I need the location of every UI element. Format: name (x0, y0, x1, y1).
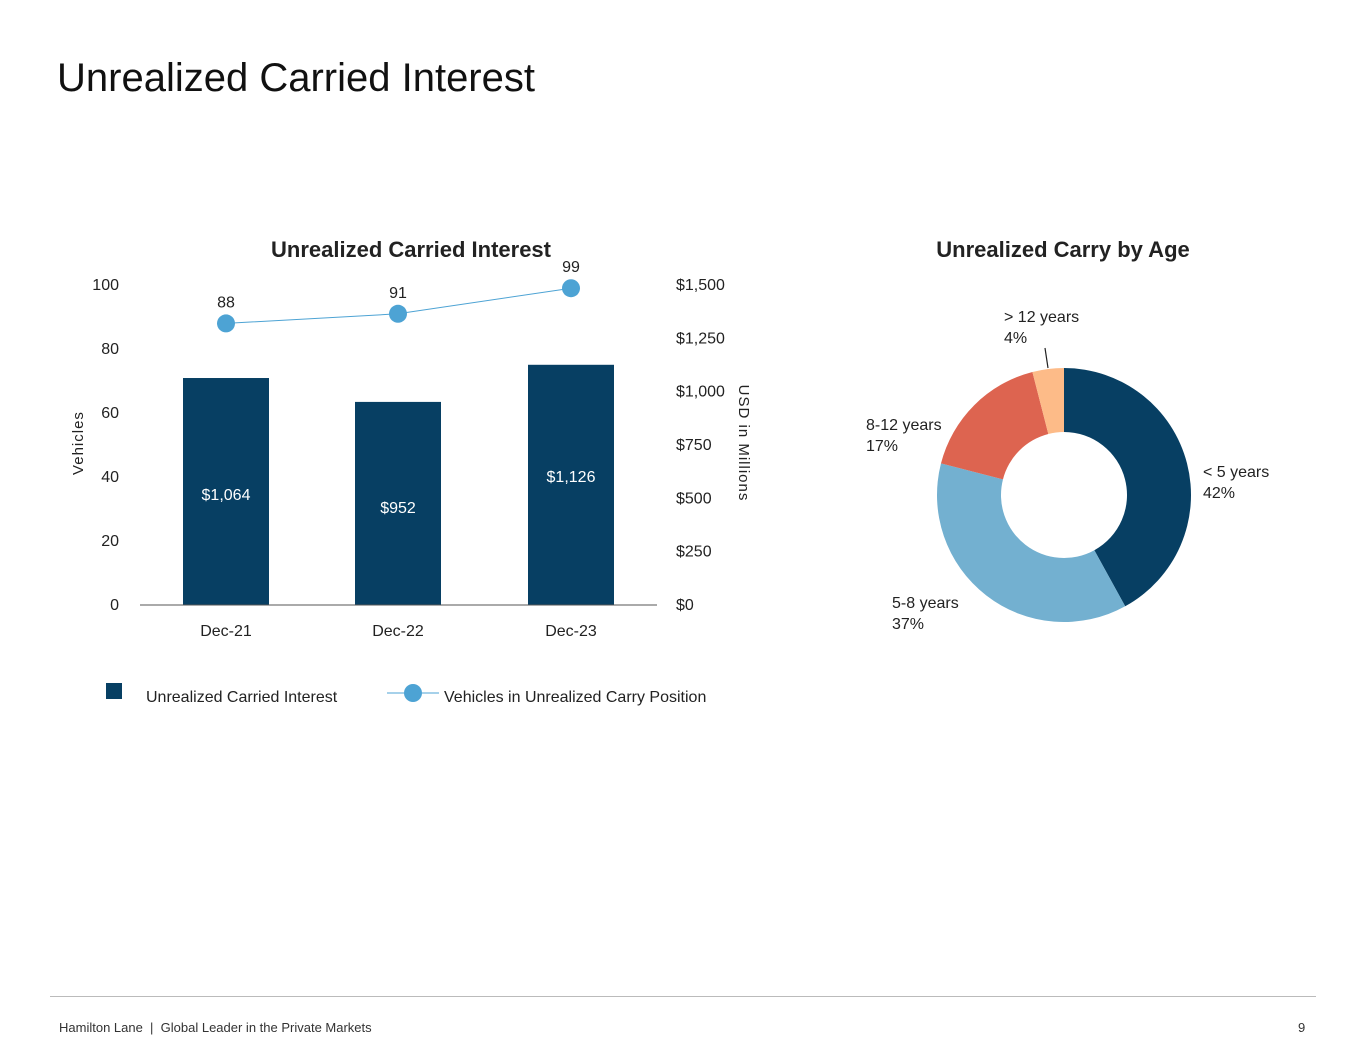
page-number: 9 (1298, 1020, 1306, 1035)
bar (355, 401, 441, 605)
legend-line-label: Vehicles in Unrealized Carry Position (444, 689, 706, 706)
y-tick-label: 0 (110, 597, 119, 614)
footer-divider (50, 996, 1316, 997)
slice-percent: 4% (1004, 330, 1027, 347)
slice-label: < 5 years (1203, 464, 1269, 481)
y-tick-label: 80 (101, 341, 119, 358)
legend-bar-swatch (106, 683, 122, 699)
y2-tick-label: $1,000 (676, 384, 725, 401)
line-data-label: 99 (562, 259, 580, 276)
slice-percent: 42% (1203, 485, 1235, 502)
y-tick-label: 100 (92, 277, 119, 294)
slice-label: 8-12 years (866, 417, 942, 434)
x-tick-label: Dec-22 (372, 623, 424, 640)
y2-axis-label: USD in Millions (735, 385, 752, 502)
y-tick-label: 20 (101, 533, 119, 550)
donut-slice (1064, 368, 1191, 607)
slice-label: 5-8 years (892, 595, 959, 612)
slice-percent: 17% (866, 438, 898, 455)
y2-tick-label: $750 (676, 437, 712, 454)
x-tick-label: Dec-23 (545, 623, 597, 640)
y2-tick-label: $250 (676, 544, 712, 561)
y2-tick-label: $1,250 (676, 330, 725, 347)
slice-label: > 12 years (1004, 309, 1079, 326)
bar-chart-title: Unrealized Carried Interest (271, 237, 552, 262)
line-data-label: 91 (389, 285, 407, 302)
donut-slice (936, 463, 1126, 622)
donut-slice (1032, 368, 1064, 434)
vehicles-point (389, 304, 407, 323)
bar (183, 378, 269, 605)
leader-line (1044, 347, 1049, 369)
legend-line-marker (404, 684, 422, 702)
vehicles-point (562, 279, 580, 298)
y-tick-label: 40 (101, 469, 119, 486)
y2-tick-label: $0 (676, 597, 694, 614)
y-tick-label: 60 (101, 405, 119, 422)
bar-data-label: $1,064 (202, 487, 251, 504)
donut-chart-title: Unrealized Carry by Age (936, 237, 1190, 262)
page-title: Unrealized Carried Interest (57, 56, 535, 100)
y-axis-label: Vehicles (70, 411, 87, 475)
line-data-label: 88 (217, 294, 235, 311)
footer-text: Hamilton Lane | Global Leader in the Pri… (59, 1020, 372, 1035)
y2-tick-label: $500 (676, 490, 712, 507)
bar (528, 364, 614, 605)
x-tick-label: Dec-21 (200, 623, 252, 640)
slice-percent: 37% (892, 616, 924, 633)
y2-tick-label: $1,500 (676, 277, 725, 294)
bar-data-label: $1,126 (547, 469, 596, 486)
donut-slice (940, 371, 1049, 480)
bar-data-label: $952 (380, 500, 416, 517)
vehicles-point (217, 314, 235, 333)
legend-bar-label: Unrealized Carried Interest (146, 689, 338, 706)
